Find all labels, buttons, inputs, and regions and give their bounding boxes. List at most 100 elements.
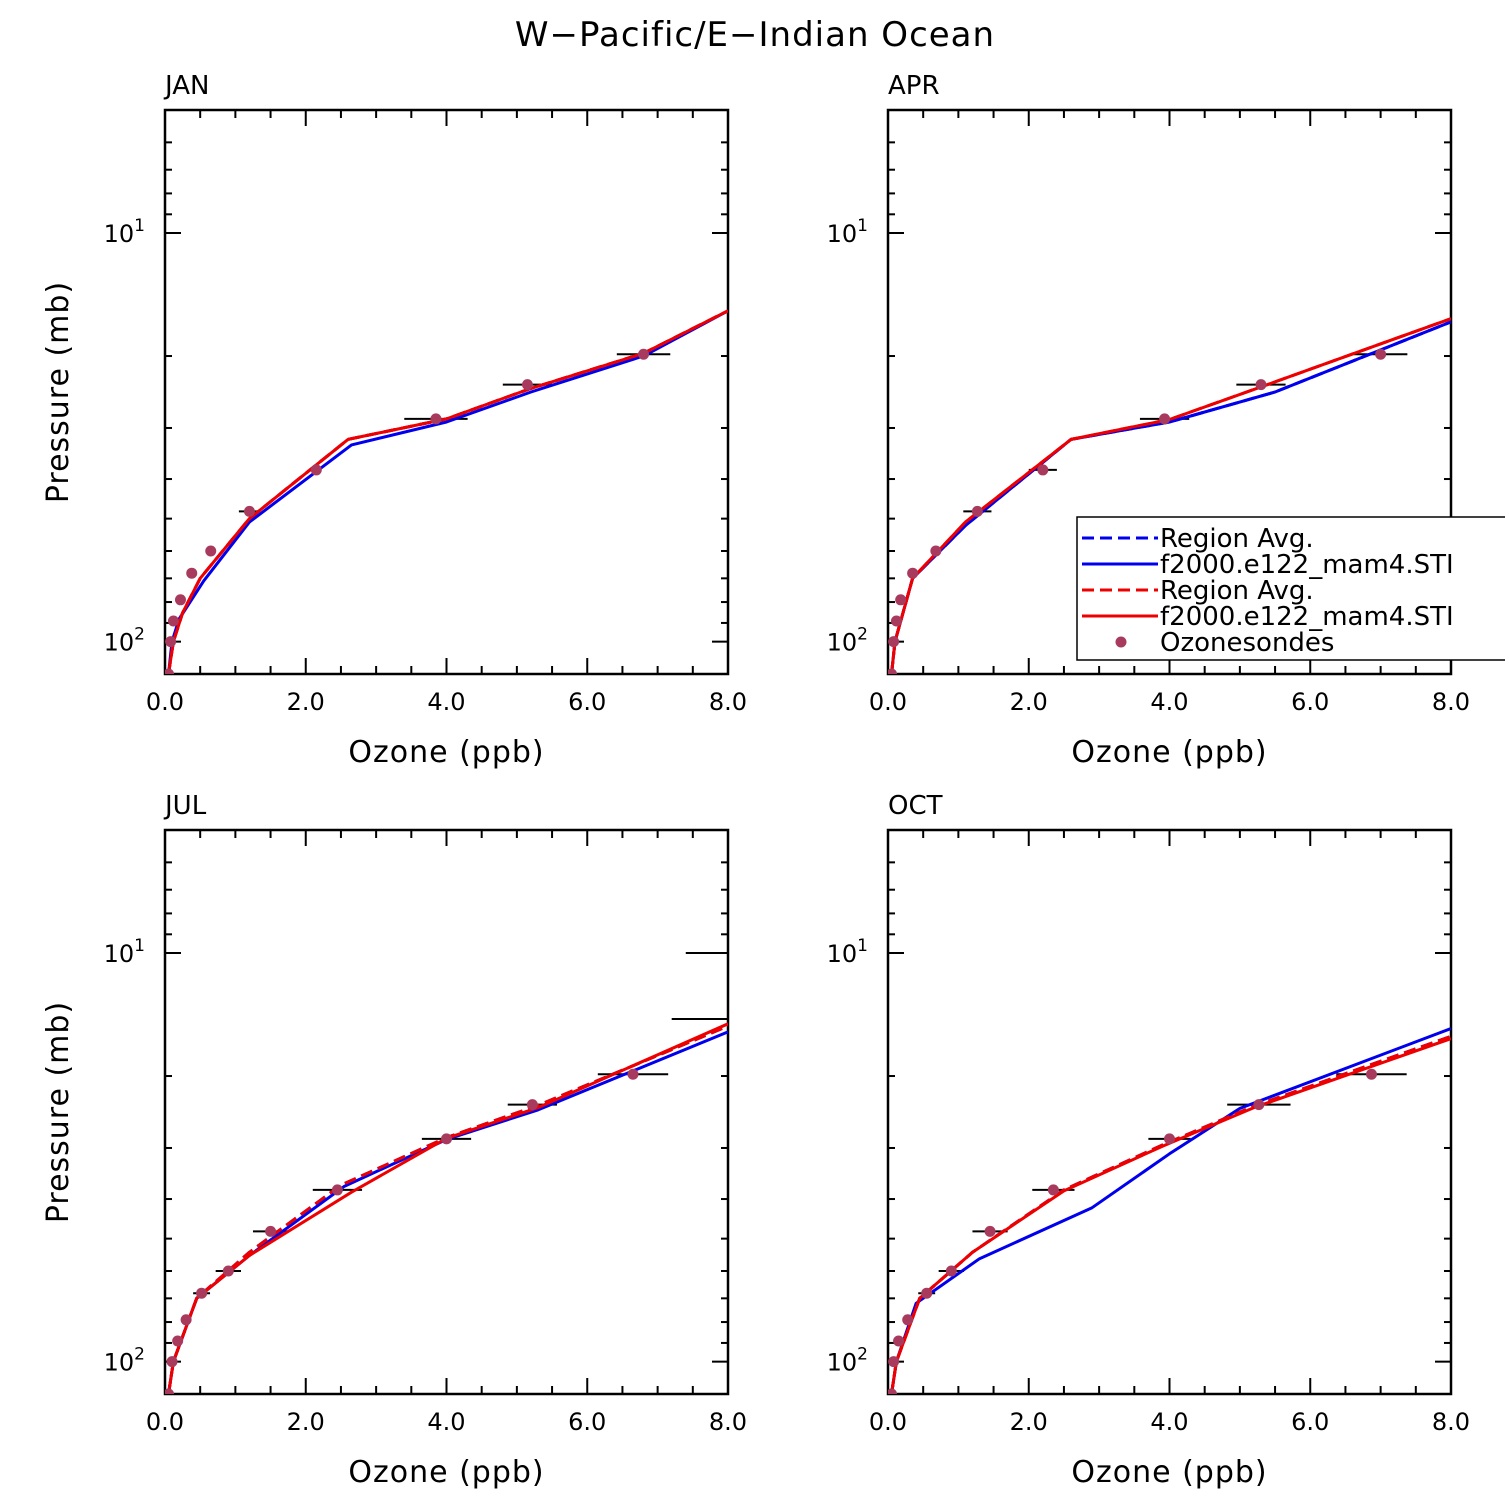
x-tick-label: 0.0 xyxy=(869,1408,907,1436)
y-tick-label: 101 xyxy=(827,936,868,968)
series-line-red-solid xyxy=(890,1037,1451,1394)
y-tick-label: 101 xyxy=(827,216,868,248)
x-tick-label: 4.0 xyxy=(427,1408,465,1436)
ozonesonde-point xyxy=(165,668,175,674)
ozonesonde-point xyxy=(331,1184,343,1196)
y-tick-label: 101 xyxy=(104,216,145,248)
ozonesonde-point xyxy=(1255,379,1267,391)
ozonesonde-point xyxy=(180,1314,192,1326)
ozonesonde-point xyxy=(265,1225,277,1237)
series-line-blue-dashed xyxy=(167,309,728,674)
ozonesonde-point xyxy=(895,594,907,606)
x-axis-label: Ozone (ppb) xyxy=(348,1455,544,1490)
series-line-red-solid xyxy=(167,1022,728,1394)
ozonesonde-point xyxy=(930,545,942,557)
ozonesonde-point xyxy=(1047,1184,1059,1196)
figure-title: W−Pacific/E−Indian Ocean xyxy=(515,15,995,55)
plot-frame xyxy=(163,108,730,676)
x-axis-label: Ozone (ppb) xyxy=(1071,1455,1267,1490)
series-line-red-dashed xyxy=(167,309,728,674)
ozonesonde-point xyxy=(638,348,650,360)
ozonesonde-point xyxy=(921,1287,933,1299)
ozonesonde-point xyxy=(890,615,902,627)
x-tick-label: 8.0 xyxy=(709,1408,747,1436)
x-tick-label: 6.0 xyxy=(568,1408,606,1436)
ozonesonde-point xyxy=(945,1265,957,1277)
x-tick-label: 0.0 xyxy=(146,1408,184,1436)
ozonesonde-point xyxy=(893,1335,905,1347)
series-line-blue-solid xyxy=(167,309,728,674)
ozonesonde-point xyxy=(196,1287,208,1299)
plot-frame xyxy=(886,828,1453,1396)
panel-jul: JUL 0.0 2.0 4.0 6.0 8.0 101 102 Ozone (ppb) Press… xyxy=(41,791,747,1490)
ozonesonde-point xyxy=(222,1265,234,1277)
ozonesonde-point xyxy=(521,379,533,391)
series-line-red-dashed xyxy=(890,1034,1451,1394)
x-axis-label: Ozone (ppb) xyxy=(1071,735,1267,770)
x-tick-label: 8.0 xyxy=(709,688,747,716)
x-tick-label: 4.0 xyxy=(1150,1408,1188,1436)
series-line-blue-dashed xyxy=(167,1024,728,1394)
ozonesonde-point xyxy=(907,567,919,579)
ozonesonde-point xyxy=(167,615,179,627)
x-tick-label: 0.0 xyxy=(146,688,184,716)
plot-frame xyxy=(163,828,730,1396)
x-tick-label: 4.0 xyxy=(427,688,465,716)
ozonesonde-point xyxy=(1164,1133,1175,1145)
x-tick-label: 6.0 xyxy=(1291,1408,1329,1436)
panel-jan: JAN 0.0 2.0 4.0 6.0 8.0 101 102 Ozone (ppb) Press… xyxy=(41,71,747,770)
x-tick-label: 8.0 xyxy=(1432,1408,1470,1436)
ozonesonde-point xyxy=(888,1356,900,1368)
y-tick-label: 102 xyxy=(827,1345,868,1377)
ozonesonde-point xyxy=(166,1356,178,1368)
panel-oct: OCT 0.0 2.0 4.0 6.0 8.0 101 102 Ozone (ppb) xyxy=(827,791,1470,1490)
x-tick-label: 0.0 xyxy=(869,688,907,716)
y-tick-label: 102 xyxy=(827,625,868,657)
ozonesonde-point xyxy=(627,1068,639,1080)
legend-label: Region Avg. xyxy=(1160,524,1314,554)
ozonesonde-point xyxy=(172,1335,184,1347)
y-axis-label: Pressure (mb) xyxy=(41,281,76,503)
legend-marker xyxy=(1115,636,1127,648)
legend-label: f2000.e122_mam4.STI xyxy=(1160,602,1454,632)
y-tick-label: 101 xyxy=(104,936,145,968)
series-line-red-dashed xyxy=(167,1024,728,1394)
ozonesonde-point xyxy=(971,505,983,517)
ozonesonde-point xyxy=(430,413,442,425)
ozonesonde-point xyxy=(888,1388,898,1394)
plot-area xyxy=(165,952,728,1394)
ozonesonde-point xyxy=(984,1225,996,1237)
series-line-blue-solid xyxy=(890,1027,1451,1394)
ozonesonde-point xyxy=(174,594,186,606)
series-line-blue-solid xyxy=(167,1030,728,1394)
legend-box xyxy=(1076,516,1505,661)
ozonesonde-point xyxy=(1037,464,1049,476)
panel-title: OCT xyxy=(888,791,943,821)
ozonesonde-point xyxy=(1253,1099,1265,1111)
panel-title: APR xyxy=(888,71,940,101)
x-tick-label: 2.0 xyxy=(287,1408,325,1436)
panel-apr: APR 0.0 2.0 4.0 6.0 8.0 101 102 Ozone (ppb) xyxy=(827,71,1470,770)
legend-label: Region Avg. xyxy=(1160,576,1314,606)
ozonesonde-point xyxy=(186,567,198,579)
ozonesonde-point xyxy=(441,1133,452,1145)
x-tick-label: 6.0 xyxy=(1291,688,1329,716)
legend-label: Ozonesondes xyxy=(1160,628,1334,658)
x-tick-label: 2.0 xyxy=(1010,688,1048,716)
ozonesonde-point xyxy=(526,1099,538,1111)
ozonesonde-point xyxy=(243,505,255,517)
ozonesonde-point xyxy=(165,1388,175,1394)
x-tick-label: 2.0 xyxy=(1010,1408,1048,1436)
panel-title: JAN xyxy=(163,71,209,101)
ozonesonde-point xyxy=(888,668,898,674)
plot-area xyxy=(888,317,1451,674)
ozonesonde-point xyxy=(902,1314,914,1326)
ozonesonde-point xyxy=(165,636,177,648)
x-tick-label: 2.0 xyxy=(287,688,325,716)
legend-label: f2000.e122_mam4.STI xyxy=(1160,550,1454,580)
ozonesonde-point xyxy=(1365,1068,1377,1080)
x-tick-label: 8.0 xyxy=(1432,688,1470,716)
ozonesonde-point xyxy=(205,545,217,557)
